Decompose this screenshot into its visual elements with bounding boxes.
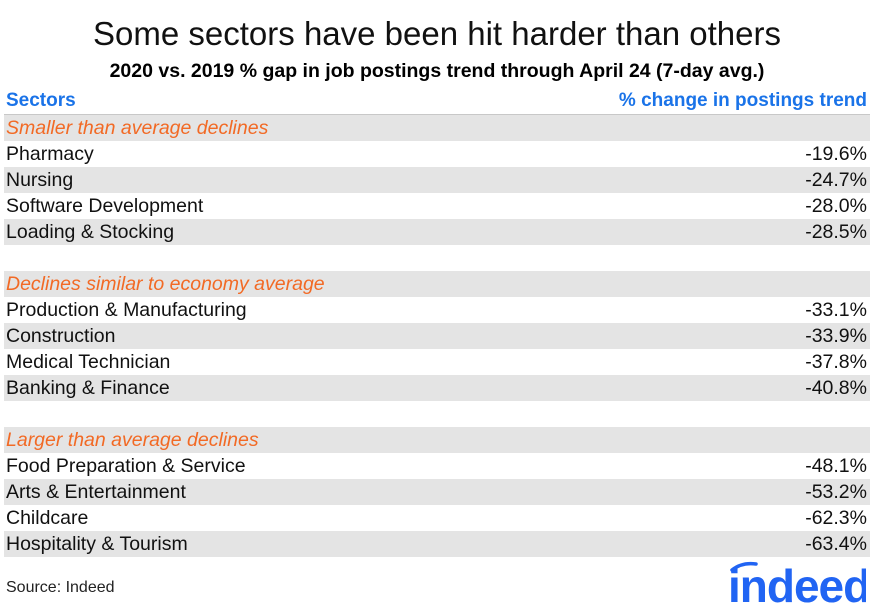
source-note: Source: Indeed	[6, 579, 115, 596]
sector-value: -24.7%	[805, 169, 867, 191]
sector-value: -19.6%	[805, 143, 867, 165]
sector-value: -48.1%	[805, 455, 867, 477]
sector-value: -33.1%	[805, 299, 867, 321]
table-row: Software Development -28.0%	[4, 193, 870, 219]
sector-name: Pharmacy	[6, 143, 94, 165]
group-row: Declines similar to economy average	[4, 271, 870, 297]
sector-name: Banking & Finance	[6, 377, 170, 399]
table-row: Construction -33.9%	[4, 323, 870, 349]
table-row: Production & Manufacturing -33.1%	[4, 297, 870, 323]
table-body: Smaller than average declines Pharmacy -19…	[4, 115, 870, 557]
sector-table: Sectors % change in postings trend Small…	[4, 88, 870, 557]
header-sectors: Sectors	[6, 90, 76, 111]
table-row: Loading & Stocking -28.5%	[4, 219, 870, 245]
svg-text:indeed: indeed	[728, 560, 866, 610]
sector-name: Software Development	[6, 195, 204, 217]
table-row: Pharmacy -19.6%	[4, 141, 870, 167]
sector-name: Medical Technician	[6, 351, 171, 373]
sector-value: -40.8%	[805, 377, 867, 399]
sector-name: Nursing	[6, 169, 74, 191]
sector-value: -28.0%	[805, 195, 867, 217]
table-row: Nursing -24.7%	[4, 167, 870, 193]
sector-value: -37.8%	[805, 351, 867, 373]
header-change: % change in postings trend	[618, 90, 867, 111]
sector-name: Construction	[6, 325, 116, 347]
chart-title: Some sectors have been hit harder than o…	[93, 15, 781, 52]
sector-value: -33.9%	[805, 325, 867, 347]
table-header: Sectors % change in postings trend	[4, 88, 870, 115]
group-label: Smaller than average declines	[6, 117, 269, 139]
table-row: Childcare -62.3%	[4, 505, 870, 531]
sector-name: Loading & Stocking	[6, 221, 175, 243]
sector-name: Production & Manufacturing	[6, 299, 247, 321]
indeed-logo: indeed	[726, 560, 871, 615]
sector-value: -28.5%	[805, 221, 867, 243]
sector-value: -63.4%	[805, 533, 867, 555]
sector-name: Childcare	[6, 507, 89, 529]
chart-subtitle: 2020 vs. 2019 % gap in job postings tren…	[109, 60, 765, 82]
group-row: Smaller than average declines	[4, 115, 870, 141]
sector-name: Arts & Entertainment	[6, 481, 186, 503]
table-row: Food Preparation & Service -48.1%	[4, 453, 870, 479]
sector-value: -62.3%	[805, 507, 867, 529]
spacer-row	[4, 401, 870, 427]
spacer-row	[4, 245, 870, 271]
sector-name: Food Preparation & Service	[6, 455, 246, 477]
group-row: Larger than average declines	[4, 427, 870, 453]
table-row: Hospitality & Tourism -63.4%	[4, 531, 870, 557]
table-row: Banking & Finance -40.8%	[4, 375, 870, 401]
group-label: Larger than average declines	[6, 429, 259, 451]
sector-value: -53.2%	[805, 481, 867, 503]
table-row: Medical Technician -37.8%	[4, 349, 870, 375]
table-row: Arts & Entertainment -53.2%	[4, 479, 870, 505]
group-label: Declines similar to economy average	[6, 273, 325, 295]
sector-name: Hospitality & Tourism	[6, 533, 188, 555]
